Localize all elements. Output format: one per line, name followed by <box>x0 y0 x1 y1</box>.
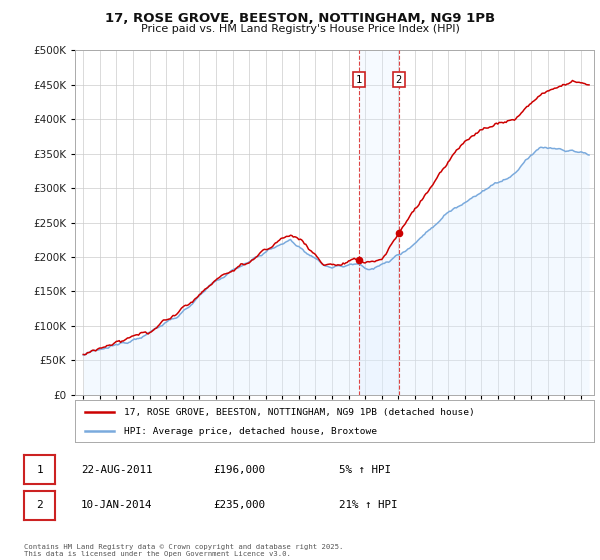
Text: Contains HM Land Registry data © Crown copyright and database right 2025.
This d: Contains HM Land Registry data © Crown c… <box>24 544 343 557</box>
Text: 21% ↑ HPI: 21% ↑ HPI <box>339 500 397 510</box>
Bar <box>359 50 399 395</box>
Text: 10-JAN-2014: 10-JAN-2014 <box>81 500 152 510</box>
Text: 22-AUG-2011: 22-AUG-2011 <box>81 465 152 475</box>
Text: 2: 2 <box>396 74 402 85</box>
Text: 1: 1 <box>36 465 43 475</box>
Text: 1: 1 <box>356 74 362 85</box>
Text: 17, ROSE GROVE, BEESTON, NOTTINGHAM, NG9 1PB (detached house): 17, ROSE GROVE, BEESTON, NOTTINGHAM, NG9… <box>124 408 475 417</box>
Text: 5% ↑ HPI: 5% ↑ HPI <box>339 465 391 475</box>
Text: 2: 2 <box>36 500 43 510</box>
Text: £196,000: £196,000 <box>213 465 265 475</box>
Text: £235,000: £235,000 <box>213 500 265 510</box>
Text: 17, ROSE GROVE, BEESTON, NOTTINGHAM, NG9 1PB: 17, ROSE GROVE, BEESTON, NOTTINGHAM, NG9… <box>105 12 495 25</box>
Text: HPI: Average price, detached house, Broxtowe: HPI: Average price, detached house, Brox… <box>124 427 377 436</box>
Text: Price paid vs. HM Land Registry's House Price Index (HPI): Price paid vs. HM Land Registry's House … <box>140 24 460 34</box>
